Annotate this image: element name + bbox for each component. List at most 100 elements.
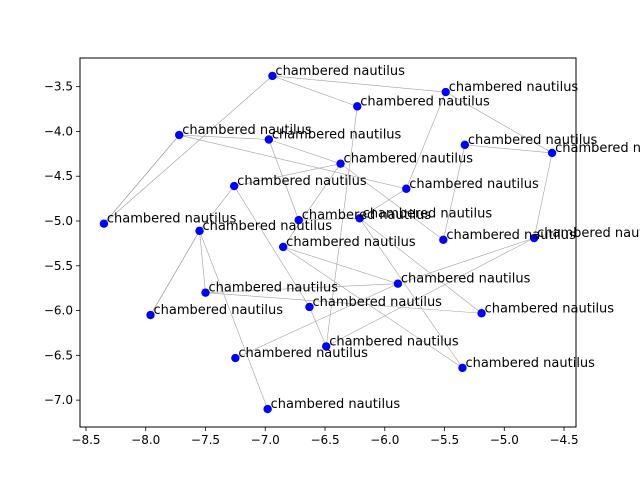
y-tick-label: −6.0 [44,304,73,318]
point-label: chambered nautilus [286,235,416,250]
x-tick-label: −4.5 [549,433,578,447]
data-point [355,214,364,223]
y-tick-label: −3.5 [44,80,73,94]
point-label: chambered nautilus [468,133,598,148]
x-axis: −8.5 −8.0 −7.5 −7.0 −6.5 −6.0 −5.5 −5.0 −4.5 [71,427,579,447]
edge-line [205,292,482,314]
y-tick-label: −4.5 [44,169,73,183]
edge-line [272,75,358,107]
edge-line [359,218,482,314]
data-point [529,233,539,243]
data-point [268,71,277,81]
edge-line [205,283,398,293]
data-point [99,219,109,228]
point-label: chambered nautilus [446,228,576,243]
edge-line [150,230,200,316]
data-point [201,288,210,297]
data-point [441,87,450,97]
point-label: chambered nautilus [238,346,368,361]
data-point [393,279,403,288]
point-label: chambered nautilus [409,177,539,192]
edge-line [326,237,535,347]
edge-line [340,163,444,241]
edge-line [179,134,269,140]
data-point [229,181,239,191]
y-tick-label: −7.0 [44,393,73,407]
point-label: chambered nautilus [208,281,338,296]
edge-line [199,230,268,410]
data-point [336,159,345,168]
point-label: chambered nautilus [275,64,405,79]
x-tick-label: −8.5 [71,433,100,447]
y-tick-label: −5.5 [44,259,73,273]
edge-line [179,134,407,190]
point-label: chambered nautilus [312,295,442,310]
point-label: chambered nautilus [329,334,459,349]
edge-line [199,230,206,293]
edge-line [359,188,407,219]
points-layer [99,71,557,414]
data-point [263,404,272,414]
edge-line [268,139,341,164]
data-point [264,135,274,144]
data-point [458,363,467,373]
data-point [231,353,240,363]
edge-line [272,75,446,93]
point-label: chambered nautilus [360,94,490,109]
point-label: chambered nautilus [107,212,237,227]
y-tick-label: −4.0 [44,124,73,138]
edges-layer [103,75,553,410]
edge-line [309,306,327,347]
edge-line [103,75,273,224]
edge-line [103,134,180,224]
point-label: chambered nautilus [154,303,284,318]
point-label: chambered nautilus [555,141,640,156]
data-point [322,342,331,351]
x-tick-label: −5.0 [490,433,519,447]
data-point [294,215,303,225]
data-point [547,148,557,158]
x-tick-label: −6.5 [310,433,339,447]
point-label: chambered nautilus [465,356,595,371]
point-label: chambered nautilus [182,123,312,138]
data-point [278,242,288,252]
y-axis: −3.5 −4.0 −4.5 −5.0 −5.5 −6.0 −6.5 −7.0 [44,80,80,407]
edge-line [283,246,463,369]
edge-line [199,185,235,232]
x-tick-label: −7.0 [251,433,280,447]
data-point [175,130,184,140]
edge-line [443,144,466,240]
point-label: chambered nautilus [449,80,579,95]
edge-line [298,218,360,221]
edge-line [235,283,399,359]
data-point [305,302,314,312]
data-point [402,184,411,193]
point-label: chambered nautilus [537,226,640,241]
point-label: chambered nautilus [401,272,531,287]
edge-line [282,163,341,248]
point-label: chambered nautilus [237,174,367,189]
x-tick-label: −6.0 [370,433,399,447]
x-tick-label: −8.0 [131,433,160,447]
data-point [460,140,470,150]
y-tick-label: −5.0 [44,214,73,228]
edge-line [533,152,553,239]
edge-line [406,91,447,189]
data-point [439,235,448,245]
point-label: chambered nautilus [485,301,615,316]
point-label: chambered nautilus [363,206,493,221]
point-label: chambered nautilus [271,397,401,412]
data-point [353,102,362,111]
edge-line [359,218,463,369]
data-point [195,226,204,236]
edge-line [283,246,399,284]
edge-line [397,237,535,284]
y-tick-label: −6.5 [44,348,73,362]
edge-line [233,185,310,308]
data-point [477,309,486,318]
point-label: chambered nautilus [302,208,432,223]
edge-line [234,163,341,187]
point-label: chambered nautilus [344,152,474,167]
edge-line [445,91,553,154]
